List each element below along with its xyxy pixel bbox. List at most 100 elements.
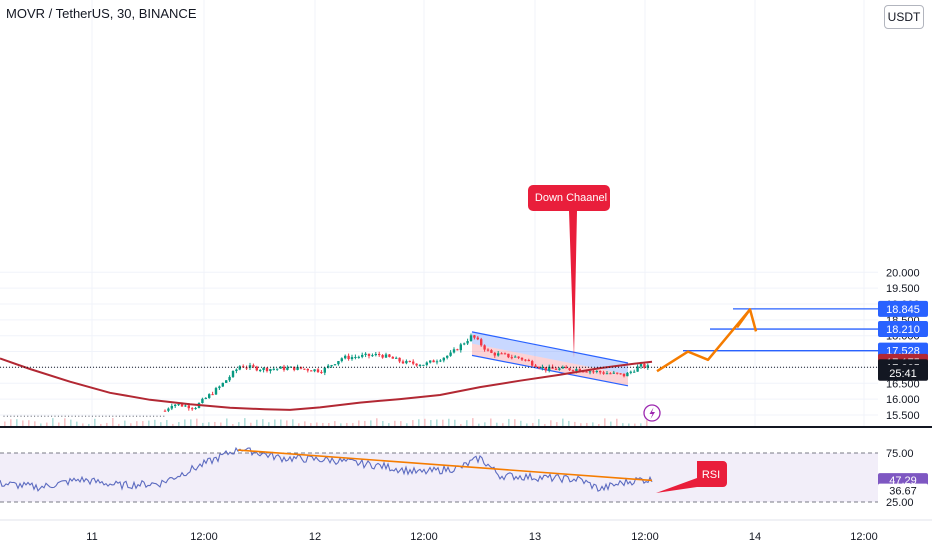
candle-body[interactable] (592, 371, 595, 373)
candle-body[interactable] (602, 372, 605, 374)
candle-body[interactable] (446, 355, 449, 358)
moving-average-line[interactable] (0, 357, 653, 411)
candle-body[interactable] (293, 366, 296, 370)
candle-body[interactable] (609, 373, 612, 375)
candle-body[interactable] (201, 398, 204, 404)
candle-body[interactable] (316, 369, 320, 372)
candle-body[interactable] (245, 367, 248, 369)
candle-body[interactable] (330, 365, 333, 367)
candle-body[interactable] (585, 371, 588, 373)
candle-body[interactable] (626, 372, 629, 377)
candle-body[interactable] (259, 370, 262, 372)
candle-body[interactable] (643, 363, 646, 368)
candle-body[interactable] (415, 363, 418, 366)
candle-body[interactable] (218, 386, 221, 389)
rsi-trendline[interactable] (237, 449, 653, 482)
candle-body[interactable] (425, 362, 428, 365)
candle-body[interactable] (429, 360, 432, 363)
candle-body[interactable] (303, 368, 306, 370)
candle-body[interactable] (483, 345, 486, 350)
candle-body[interactable] (565, 367, 568, 369)
candle-body[interactable] (381, 355, 384, 358)
chart-title[interactable]: MOVR / TetherUS, 30, BINANCE (6, 6, 197, 21)
candle-body[interactable] (248, 365, 252, 368)
candle-body[interactable] (238, 366, 241, 370)
candle-body[interactable] (605, 373, 609, 375)
candle-body[interactable] (354, 356, 357, 358)
price-pane[interactable]: Down Chaanel (0, 0, 878, 426)
candle-body[interactable] (531, 361, 534, 366)
candle-body[interactable] (204, 397, 207, 399)
candle-body[interactable] (279, 366, 282, 369)
candle-body[interactable] (252, 365, 255, 367)
candle-body[interactable] (371, 355, 374, 357)
candle-body[interactable] (347, 355, 350, 360)
candle-body[interactable] (367, 353, 371, 356)
candle-body[interactable] (537, 367, 541, 369)
candle-body[interactable] (435, 361, 439, 363)
candle-body[interactable] (558, 368, 561, 370)
candle-body[interactable] (333, 364, 337, 366)
candle-body[interactable] (313, 369, 316, 372)
candle-body[interactable] (541, 367, 544, 369)
down-channel-top-line[interactable] (471, 331, 629, 364)
candle-body[interactable] (214, 388, 218, 395)
candle-body[interactable] (449, 352, 452, 356)
candle-body[interactable] (619, 373, 622, 375)
candle-body[interactable] (180, 404, 184, 407)
candle-body[interactable] (163, 410, 167, 412)
candle-body[interactable] (432, 360, 435, 363)
candle-body[interactable] (323, 367, 326, 373)
candle-body[interactable] (340, 358, 343, 362)
candle-body[interactable] (344, 355, 347, 359)
candle-body[interactable] (497, 353, 500, 356)
candle-body[interactable] (310, 370, 313, 372)
candle-body[interactable] (503, 353, 507, 355)
candle-body[interactable] (289, 366, 292, 368)
candle-body[interactable] (327, 365, 330, 368)
candle-body[interactable] (588, 371, 592, 373)
pane-separator[interactable] (0, 426, 932, 428)
candle-body[interactable] (405, 360, 408, 364)
candle-body[interactable] (456, 349, 459, 351)
candle-body[interactable] (384, 354, 388, 358)
candle-body[interactable] (595, 371, 598, 373)
rsi-callout[interactable]: RSI (656, 461, 727, 493)
candle-body[interactable] (452, 349, 456, 353)
candle-body[interactable] (527, 359, 530, 362)
candle-body[interactable] (225, 380, 228, 383)
candle-body[interactable] (320, 371, 323, 373)
candle-body[interactable] (578, 369, 581, 372)
candle-body[interactable] (534, 365, 537, 368)
candle-body[interactable] (490, 350, 493, 353)
rsi-pane[interactable]: RSI (0, 446, 878, 503)
candle-body[interactable] (439, 360, 442, 362)
candle-body[interactable] (398, 357, 401, 362)
candle-body[interactable] (412, 361, 415, 364)
candle-body[interactable] (235, 369, 238, 372)
candle-body[interactable] (510, 357, 513, 359)
candle-body[interactable] (388, 354, 391, 357)
candle-body[interactable] (473, 335, 476, 338)
candle-body[interactable] (639, 363, 643, 367)
candle-body[interactable] (418, 364, 422, 366)
candle-body[interactable] (337, 361, 340, 365)
candle-body[interactable] (361, 354, 364, 357)
candle-body[interactable] (599, 371, 602, 373)
candle-body[interactable] (184, 405, 187, 407)
candle-body[interactable] (191, 408, 194, 410)
candle-body[interactable] (548, 366, 551, 371)
candle-body[interactable] (463, 343, 466, 345)
candle-body[interactable] (306, 368, 309, 371)
candle-body[interactable] (211, 394, 214, 396)
candle-body[interactable] (408, 360, 411, 362)
candle-body[interactable] (282, 366, 286, 370)
candle-body[interactable] (476, 337, 479, 340)
candle-body[interactable] (459, 344, 462, 351)
lightning-icon[interactable] (643, 404, 661, 422)
candle-body[interactable] (622, 373, 626, 377)
candle-body[interactable] (231, 371, 235, 377)
candle-body[interactable] (561, 367, 564, 369)
candle-body[interactable] (276, 368, 279, 370)
candle-body[interactable] (554, 368, 558, 370)
